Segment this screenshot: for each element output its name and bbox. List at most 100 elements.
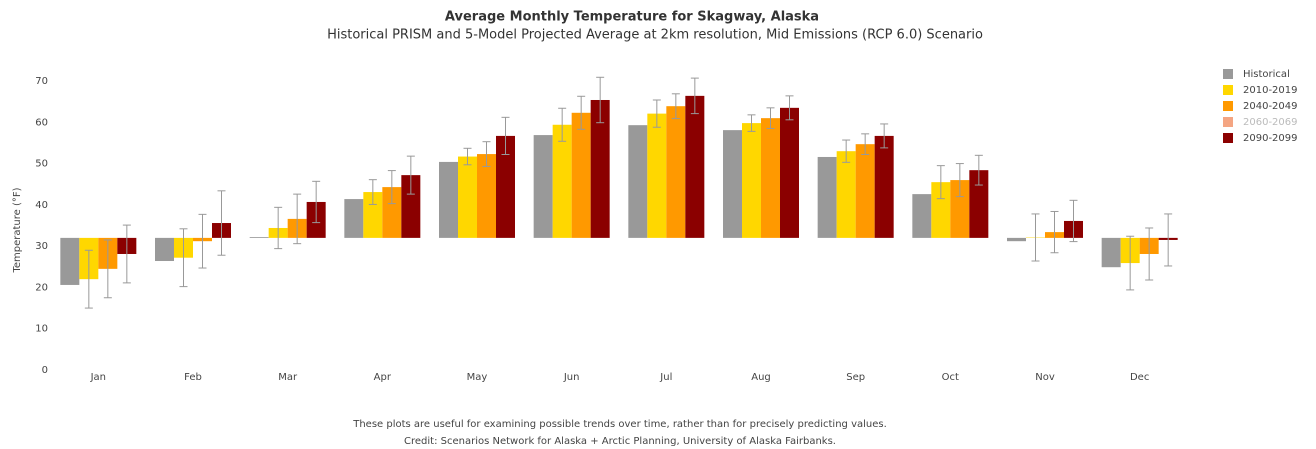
- x-tick-label: Dec: [1130, 372, 1149, 383]
- x-tick-label: Mar: [278, 372, 298, 383]
- bar: [590, 99, 610, 238]
- legend-swatch: [1223, 133, 1233, 143]
- error-bar: [861, 133, 870, 155]
- x-tick-label: May: [467, 372, 488, 383]
- legend-label: 2010-2019: [1243, 85, 1298, 96]
- error-bar: [84, 249, 93, 309]
- error-bar: [1126, 235, 1135, 291]
- y-tick-label: 30: [35, 241, 48, 252]
- x-tick-label: Jan: [90, 372, 106, 383]
- x-tick-label: Sep: [846, 372, 865, 383]
- y-axis-label: Temperature (°F): [12, 187, 23, 273]
- error-bar: [406, 155, 415, 195]
- legend-swatch: [1223, 69, 1233, 79]
- bar: [836, 151, 856, 238]
- bar: [780, 107, 799, 238]
- x-tick-label: Jul: [659, 372, 672, 383]
- error-bar: [368, 179, 377, 205]
- bar: [931, 182, 951, 238]
- error-bar: [652, 99, 661, 128]
- error-bar: [179, 228, 188, 288]
- error-bar: [1164, 213, 1173, 267]
- bar: [496, 135, 515, 238]
- error-bar: [974, 154, 983, 186]
- error-bar: [122, 224, 131, 284]
- bar: [912, 194, 932, 238]
- error-bar: [103, 239, 112, 299]
- error-bar: [690, 77, 699, 115]
- bar: [552, 124, 572, 238]
- error-bar: [747, 114, 756, 132]
- bar: [155, 237, 174, 262]
- bar: [60, 237, 80, 285]
- error-bar: [274, 206, 283, 250]
- bar: [817, 156, 837, 238]
- error-bar: [463, 147, 472, 166]
- bar: [401, 175, 421, 238]
- error-bar: [596, 76, 605, 124]
- bar: [571, 112, 591, 238]
- error-bar: [1031, 213, 1040, 262]
- bar: [533, 135, 553, 238]
- bar: [249, 237, 269, 238]
- bar: [363, 192, 383, 238]
- y-tick-label: 10: [35, 324, 48, 335]
- chart-subtitle: Historical PRISM and 5-Model Projected A…: [327, 28, 983, 43]
- error-bar: [293, 193, 302, 245]
- bar: [723, 130, 742, 238]
- bar: [1007, 237, 1026, 242]
- y-tick-label: 40: [35, 200, 48, 211]
- bar: [742, 123, 761, 238]
- error-bar: [842, 139, 851, 163]
- bar: [666, 106, 686, 238]
- x-tick-label: Feb: [184, 372, 202, 383]
- error-bar: [1069, 199, 1078, 243]
- bar: [950, 180, 970, 238]
- error-bar: [482, 141, 491, 167]
- legend-swatch: [1223, 117, 1233, 127]
- legend-label: 2060-2069: [1243, 117, 1298, 128]
- legend-label: 2040-2049: [1243, 101, 1298, 112]
- error-bar: [198, 213, 207, 269]
- y-tick-label: 70: [35, 76, 48, 87]
- x-tick-label: Aug: [751, 372, 771, 383]
- error-bar: [1145, 227, 1154, 281]
- y-tick-label: 0: [42, 365, 48, 376]
- error-bar: [671, 93, 680, 120]
- error-bar: [217, 190, 226, 256]
- bar: [685, 95, 705, 238]
- error-bar: [387, 170, 396, 205]
- x-tick-label: Oct: [942, 372, 959, 383]
- error-bar: [312, 180, 321, 224]
- x-tick-label: Jun: [563, 372, 580, 383]
- error-bar: [955, 163, 964, 198]
- chart-title: Average Monthly Temperature for Skagway,…: [445, 10, 819, 25]
- bar: [628, 125, 648, 238]
- error-bar: [501, 116, 510, 155]
- bar: [382, 187, 402, 238]
- error-bar: [785, 95, 794, 121]
- bar: [458, 156, 477, 238]
- footnote: These plots are useful for examining pos…: [352, 419, 887, 430]
- bar: [477, 154, 496, 238]
- y-tick-label: 20: [35, 282, 48, 293]
- legend-label: Historical: [1243, 69, 1290, 80]
- error-bar: [880, 123, 889, 149]
- bar: [647, 113, 667, 238]
- error-bar: [1050, 210, 1059, 254]
- bar: [855, 144, 875, 238]
- bar: [1101, 237, 1121, 268]
- error-bar: [936, 165, 945, 200]
- x-tick-label: Nov: [1035, 372, 1055, 383]
- credit: Credit: Scenarios Network for Alaska + A…: [404, 436, 836, 447]
- bar: [439, 161, 458, 238]
- bar: [761, 118, 780, 238]
- error-bar: [577, 95, 586, 130]
- legend-swatch: [1223, 85, 1233, 95]
- x-tick-label: Apr: [374, 372, 392, 383]
- legend-label: 2090-2099: [1243, 133, 1298, 144]
- y-tick-label: 50: [35, 159, 48, 170]
- bar: [344, 199, 364, 238]
- y-tick-label: 60: [35, 117, 48, 128]
